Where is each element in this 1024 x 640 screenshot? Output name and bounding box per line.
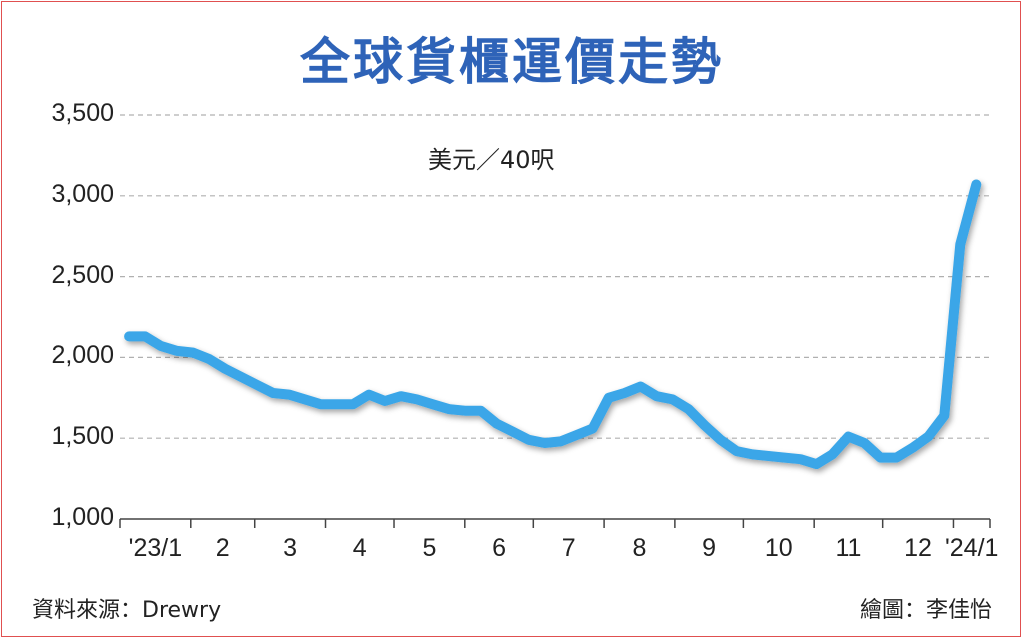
x-tick-label: 6 [492, 534, 506, 562]
x-tick-label: 8 [632, 534, 647, 562]
y-tick-label: 3,000 [51, 179, 114, 208]
x-tick-label: '24/1 [945, 534, 999, 562]
x-tick-label: 11 [835, 534, 862, 562]
x-tick-label: 7 [561, 534, 576, 562]
y-tick-label: 1,000 [51, 503, 114, 531]
series-line [124, 179, 982, 470]
x-tick-label: 4 [352, 534, 367, 562]
x-tick-label: 2 [215, 534, 230, 562]
x-axis [119, 518, 991, 528]
x-tick-label: 3 [283, 534, 298, 562]
source-note: 資料來源：Drewry [32, 598, 222, 623]
x-tick-label: '23/1 [128, 534, 183, 562]
x-tick-label: 12 [904, 534, 932, 562]
y-tick-label: 2,500 [51, 260, 114, 289]
x-tick-label: 10 [764, 534, 793, 562]
y-tick-label: 1,500 [51, 422, 114, 451]
x-tick-label: 5 [422, 534, 437, 562]
chart-title: 全球貨櫃運價走勢 [300, 33, 724, 91]
x-tick-label: 9 [702, 534, 717, 562]
y-tick-label: 2,000 [51, 341, 114, 370]
unit-label: 美元／40呎 [428, 146, 555, 174]
credit-note: 繪圖：李佳怡 [859, 598, 992, 623]
gridlines [120, 114, 990, 439]
y-tick-label: 3,500 [51, 99, 114, 127]
series-lines [124, 179, 982, 470]
